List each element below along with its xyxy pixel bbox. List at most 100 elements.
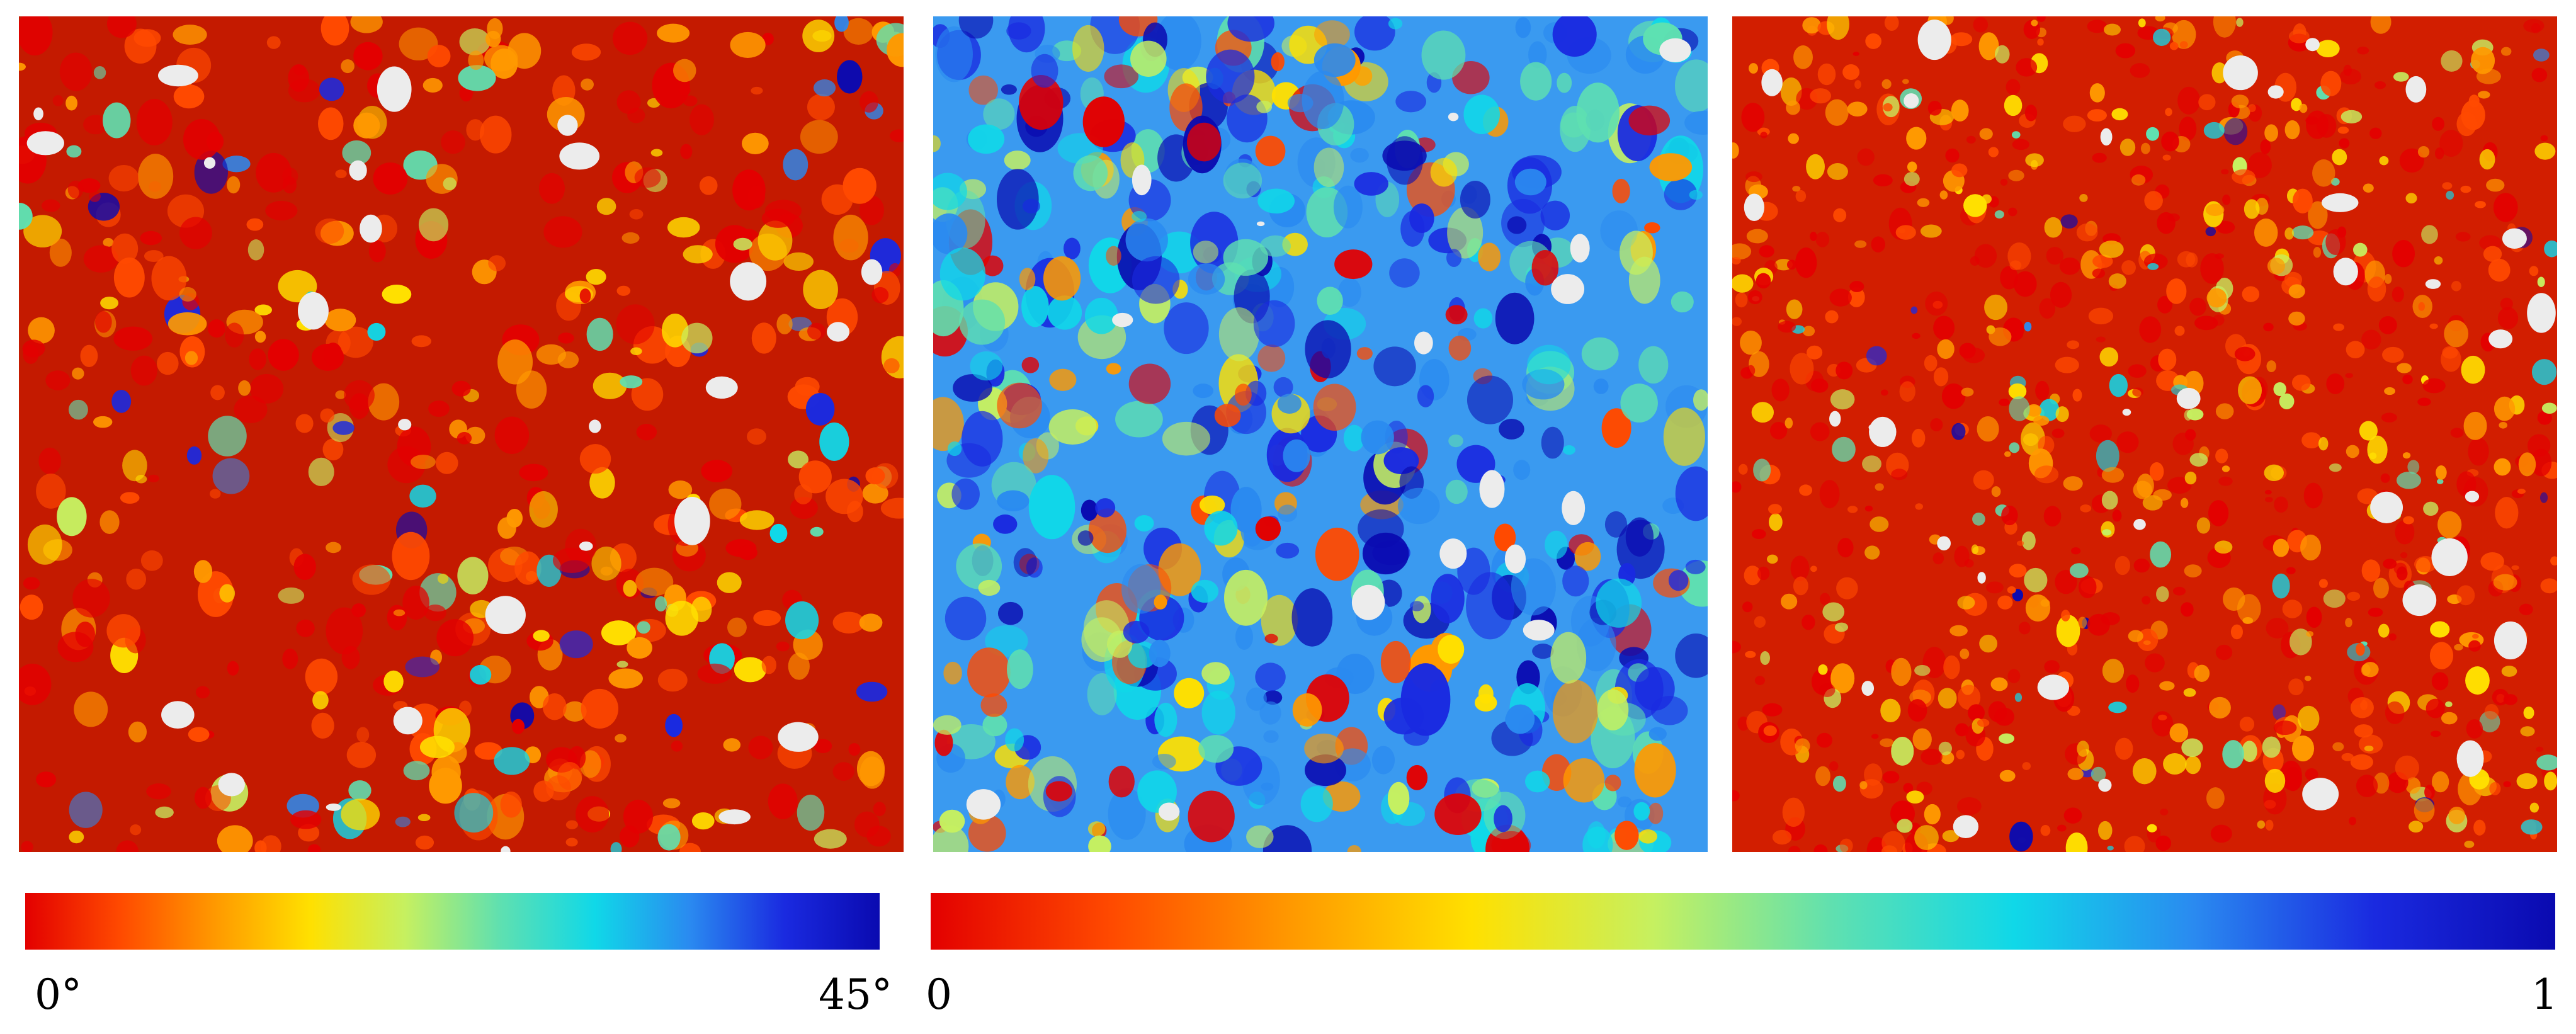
grain-blob — [814, 829, 847, 849]
grain-blob — [533, 780, 554, 802]
grain-blob — [2057, 824, 2067, 832]
grain-blob — [2102, 659, 2125, 683]
grain-blob — [1864, 545, 1880, 560]
grain-blob — [2144, 191, 2163, 210]
unindexed-region — [705, 376, 738, 399]
grain-blob — [1924, 804, 1941, 825]
grain-blob — [1276, 542, 1300, 559]
grain-blob — [1875, 483, 1884, 491]
grain-blob — [2332, 742, 2344, 751]
grain-blob — [2044, 217, 2063, 238]
grain-blob — [2155, 835, 2172, 851]
grain-blob — [265, 201, 298, 221]
grain-blob — [2266, 360, 2276, 373]
grain-blob — [2189, 297, 2206, 316]
grain-blob — [1149, 639, 1171, 668]
grain-blob — [1769, 513, 1783, 531]
grain-blob — [2158, 348, 2177, 371]
grain-blob — [341, 59, 355, 74]
grain-blob — [2495, 497, 2519, 529]
grain-blob — [2437, 479, 2444, 484]
grain-blob — [1847, 287, 1865, 307]
grain-blob — [2016, 58, 2038, 77]
grain-blob — [2379, 156, 2389, 166]
grain-blob — [1895, 225, 1916, 240]
unindexed-region — [398, 419, 412, 431]
grain-blob — [2284, 271, 2303, 288]
grain-blob — [2163, 753, 2187, 775]
grain-blob — [1527, 344, 1571, 385]
grain-blob — [1825, 310, 1839, 324]
grain-blob — [1389, 258, 1420, 288]
grain-blob — [681, 322, 713, 354]
grain-blob — [2471, 47, 2495, 74]
grain-blob — [1792, 186, 1801, 192]
grain-blob — [1689, 190, 1703, 200]
grain-blob — [1782, 797, 1805, 827]
grain-blob — [2009, 564, 2027, 578]
grain-blob — [2318, 436, 2329, 451]
grain-blob — [1550, 632, 1587, 684]
grain-blob — [254, 331, 266, 343]
grain-blob — [616, 304, 655, 344]
grain-blob — [860, 91, 878, 113]
grain-blob — [1511, 558, 1556, 616]
grain-blob — [2263, 322, 2274, 332]
grain-blob — [785, 601, 819, 640]
grain-blob — [1827, 163, 1848, 180]
unindexed-region — [2405, 76, 2427, 103]
grain-blob — [1745, 651, 1756, 658]
grain-blob — [1819, 480, 1840, 509]
grain-blob — [75, 622, 95, 647]
grain-blob — [151, 256, 187, 301]
grain-blob — [2037, 38, 2044, 46]
grain-blob — [2248, 104, 2256, 112]
grain-blob — [1746, 365, 1756, 377]
grain-blob — [1445, 479, 1468, 504]
grain-blob — [2034, 465, 2059, 484]
grain-blob — [1832, 775, 1846, 792]
grain-blob — [1786, 100, 1800, 115]
unindexed-region — [2402, 584, 2437, 616]
grain-blob — [324, 309, 356, 332]
grain-blob — [1514, 168, 1546, 196]
unindexed-region — [326, 804, 341, 811]
grain-blob — [1445, 305, 1468, 325]
grain-blob — [2079, 193, 2088, 202]
grain-blob — [2306, 606, 2322, 628]
grain-blob — [2203, 122, 2225, 139]
grain-blob — [2185, 429, 2196, 441]
grain-blob — [222, 156, 251, 173]
grain-blob — [2138, 18, 2146, 28]
grain-blob — [2159, 681, 2175, 691]
grain-blob — [1972, 512, 1985, 526]
grain-blob — [1786, 259, 1797, 270]
grain-blob — [2534, 142, 2556, 160]
grain-blob — [1336, 654, 1375, 695]
unindexed-region — [2302, 778, 2339, 810]
grain-blob — [2280, 760, 2302, 790]
grain-blob — [2511, 565, 2519, 571]
grain-blob — [1198, 735, 1234, 763]
unindexed-region — [1414, 331, 1433, 355]
grain-blob — [1400, 663, 1451, 736]
unindexed-region — [1829, 411, 1841, 427]
grain-blob — [1793, 45, 1813, 69]
grain-blob — [2080, 504, 2092, 513]
grain-blob — [1253, 300, 1295, 348]
grain-blob — [2009, 821, 2033, 852]
grain-blob — [1685, 559, 1706, 574]
grain-blob — [1227, 16, 1274, 42]
grain-blob — [812, 30, 832, 42]
grain-blob — [415, 835, 434, 850]
unindexed-region — [1132, 164, 1152, 196]
grain-blob — [2039, 399, 2060, 421]
grain-blob — [254, 840, 267, 852]
grain-blob — [144, 250, 164, 263]
grain-blob — [194, 151, 229, 194]
grain-blob — [1648, 802, 1664, 824]
grain-blob — [819, 422, 849, 461]
grain-blob — [418, 208, 449, 242]
grain-blob — [2392, 239, 2415, 268]
grain-blob — [474, 742, 502, 760]
